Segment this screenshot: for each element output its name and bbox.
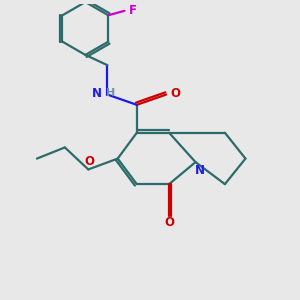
Text: O: O [84, 155, 94, 168]
Text: O: O [164, 216, 174, 230]
Text: F: F [129, 4, 137, 17]
Text: N: N [92, 87, 101, 100]
Text: H: H [106, 88, 115, 98]
Text: N: N [195, 164, 205, 177]
Text: O: O [170, 87, 180, 100]
